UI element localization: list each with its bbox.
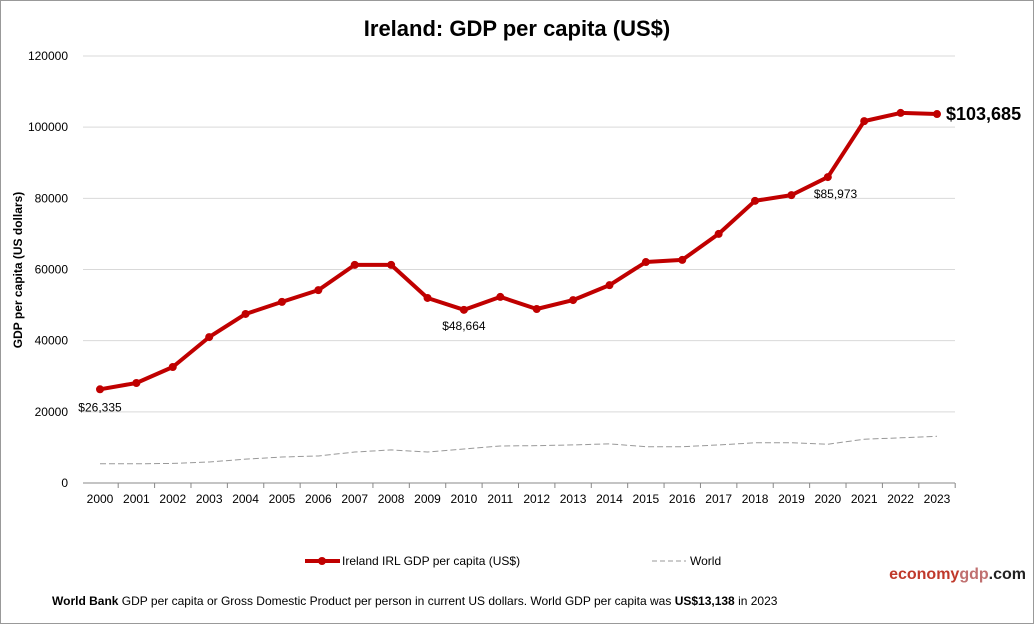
x-tick-label: 2007 [341, 492, 368, 506]
y-tick-label: 60000 [35, 263, 69, 277]
data-point-ireland [459, 305, 468, 314]
y-tick-label: 40000 [35, 334, 69, 348]
x-tick-label: 2005 [269, 492, 296, 506]
data-point-ireland [678, 255, 687, 264]
x-tick-label: 2003 [196, 492, 223, 506]
x-tick-label: 2010 [451, 492, 478, 506]
footer-text: GDP per capita or Gross Domestic Product… [118, 594, 675, 608]
data-point-ireland [387, 260, 396, 269]
footer-year: in 2023 [734, 594, 778, 608]
data-point-ireland [751, 196, 760, 205]
y-tick-label: 80000 [35, 191, 69, 205]
brand-logo[interactable]: economygdp.com [889, 566, 1026, 584]
x-tick-label: 2023 [924, 492, 951, 506]
x-tick-label: 2002 [159, 492, 186, 506]
y-tick-label: 120000 [28, 49, 68, 63]
data-point-ireland [314, 286, 323, 295]
data-point-ireland [205, 333, 214, 342]
annotation-label: $26,335 [78, 400, 122, 414]
data-point-ireland [823, 173, 832, 182]
x-tick-label: 2015 [633, 492, 660, 506]
data-point-ireland [933, 110, 941, 119]
data-point-ireland [496, 292, 505, 301]
data-point-ireland [277, 297, 286, 306]
x-tick-label: 2009 [414, 492, 441, 506]
data-point-ireland [787, 191, 796, 200]
data-point-ireland [132, 379, 141, 388]
data-point-ireland [605, 281, 614, 290]
x-tick-label: 2018 [742, 492, 769, 506]
annotation-label: $85,973 [814, 187, 858, 201]
x-tick-label: 2001 [123, 492, 150, 506]
annotation-label: $48,664 [442, 319, 486, 333]
annotation-label: $103,685 [946, 104, 1021, 124]
legend-label-ireland: Ireland IRL GDP per capita (US$) [342, 554, 520, 568]
x-tick-label: 2013 [560, 492, 587, 506]
brand-part1: economy [889, 566, 960, 583]
footer-note: World Bank GDP per capita or Gross Domes… [52, 594, 777, 608]
data-point-ireland [423, 293, 432, 302]
data-point-ireland [241, 309, 250, 318]
x-tick-label: 2006 [305, 492, 332, 506]
x-tick-label: 2022 [887, 492, 914, 506]
x-tick-label: 2019 [778, 492, 805, 506]
y-tick-label: 100000 [28, 120, 68, 134]
x-tick-label: 2011 [487, 492, 513, 506]
data-point-ireland [860, 117, 869, 126]
series-line-ireland [99, 110, 938, 392]
y-tick-label: 0 [61, 476, 68, 490]
x-tick-label: 2008 [378, 492, 405, 506]
data-point-ireland [168, 362, 177, 371]
x-tick-label: 2004 [232, 492, 259, 506]
x-tick-label: 2017 [705, 492, 732, 506]
x-tick-label: 2021 [851, 492, 878, 506]
legend-marker-ireland [318, 557, 326, 565]
data-point-ireland [641, 258, 650, 267]
y-tick-label: 20000 [35, 405, 69, 419]
data-point-ireland [569, 296, 578, 305]
x-tick-label: 2014 [596, 492, 623, 506]
data-point-ireland [896, 108, 905, 117]
series-line-world [100, 435, 938, 465]
chart-title: Ireland: GDP per capita (US$) [364, 16, 670, 41]
x-tick-label: 2016 [669, 492, 696, 506]
legend-label-world: World [690, 554, 721, 568]
footer-source: World Bank [52, 594, 119, 608]
brand-part3: .com [988, 566, 1026, 583]
footer-value: US$13,138 [674, 594, 735, 608]
x-tick-label: 2012 [523, 492, 550, 506]
y-axis-label: GDP per capita (US dollars) [11, 192, 25, 349]
data-point-ireland [714, 229, 723, 238]
x-tick-label: 2000 [87, 492, 114, 506]
x-tick-label: 2020 [814, 492, 841, 506]
brand-part2: gdp [959, 566, 989, 583]
data-point-ireland [350, 260, 359, 269]
data-point-ireland [96, 385, 104, 394]
data-point-ireland [532, 304, 541, 313]
